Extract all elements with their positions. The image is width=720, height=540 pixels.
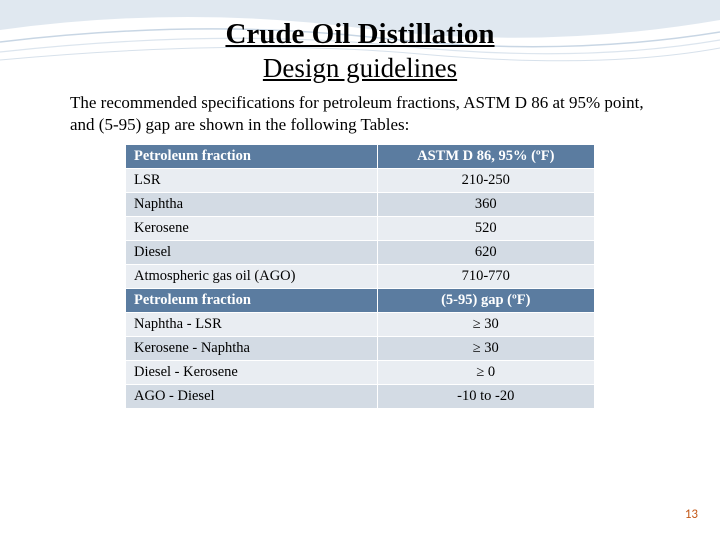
table-row: Naphtha360 <box>126 192 595 216</box>
t1-header-col2: ASTM D 86, 95% (ºF) <box>377 144 594 168</box>
page-number: 13 <box>685 507 698 522</box>
intro-paragraph: The recommended specifications for petro… <box>70 92 650 136</box>
slide-subtitle: Design guidelines <box>70 53 650 84</box>
table-row: AGO - Diesel-10 to -20 <box>126 384 595 408</box>
table-row: Diesel - Kerosene≥ 0 <box>126 360 595 384</box>
spec-table-1: Petroleum fraction ASTM D 86, 95% (ºF) L… <box>125 144 595 409</box>
t2-header-col2: (5-95) gap (ºF) <box>377 288 594 312</box>
t1-header-col1: Petroleum fraction <box>126 144 378 168</box>
table-row: Kerosene - Naphtha≥ 30 <box>126 336 595 360</box>
t2-header-col1: Petroleum fraction <box>126 288 378 312</box>
table-row: Diesel620 <box>126 240 595 264</box>
table-row: Atmospheric gas oil (AGO)710-770 <box>126 264 595 288</box>
slide-title: Crude Oil Distillation <box>70 18 650 51</box>
table-row: LSR210-250 <box>126 168 595 192</box>
table-row: Naphtha - LSR≥ 30 <box>126 312 595 336</box>
table-row: Kerosene520 <box>126 216 595 240</box>
